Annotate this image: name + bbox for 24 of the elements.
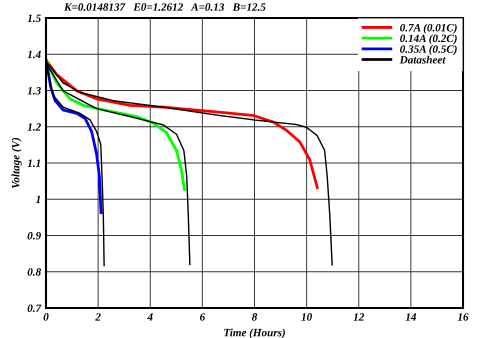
x-tick-label: 16	[458, 313, 469, 321]
y-tick-label: 1.3	[28, 86, 41, 95]
legend-label: 0.7A (0.01C)	[400, 24, 457, 34]
x-tick-label: 6	[200, 313, 206, 321]
y-tick-label: 1.5	[28, 14, 41, 22]
x-tick-label: 8	[252, 313, 258, 321]
x-tick-label: 0	[44, 313, 49, 321]
text: K=0.0148137 E0=1.2612 A=0.13 B=12.5	[64, 3, 266, 11]
x-tick-label: 12	[353, 313, 364, 321]
legend-label: 0.14A (0.2C)	[400, 34, 457, 44]
x-tick-label: 14	[406, 313, 416, 321]
y-tick-label: 1.4	[28, 50, 41, 58]
y-tick-label: 1.1	[28, 160, 40, 168]
y-tick-label: 0.8	[28, 268, 41, 276]
y-tick-label: 1.2	[28, 123, 41, 131]
x-tick-label: 4	[147, 313, 153, 321]
y-tick-label: 0.7	[28, 304, 42, 312]
x-tick-label: 10	[301, 313, 312, 321]
legend-label: Datasheet	[400, 56, 446, 64]
y-axis-title: Voltage (V)	[12, 138, 22, 188]
y-tick-label: 1	[36, 196, 40, 204]
legend-label: 0.35A (0.5C)	[400, 45, 457, 56]
y-tick-label: 0.9	[28, 232, 41, 240]
x-tick-label: 2	[95, 313, 101, 321]
